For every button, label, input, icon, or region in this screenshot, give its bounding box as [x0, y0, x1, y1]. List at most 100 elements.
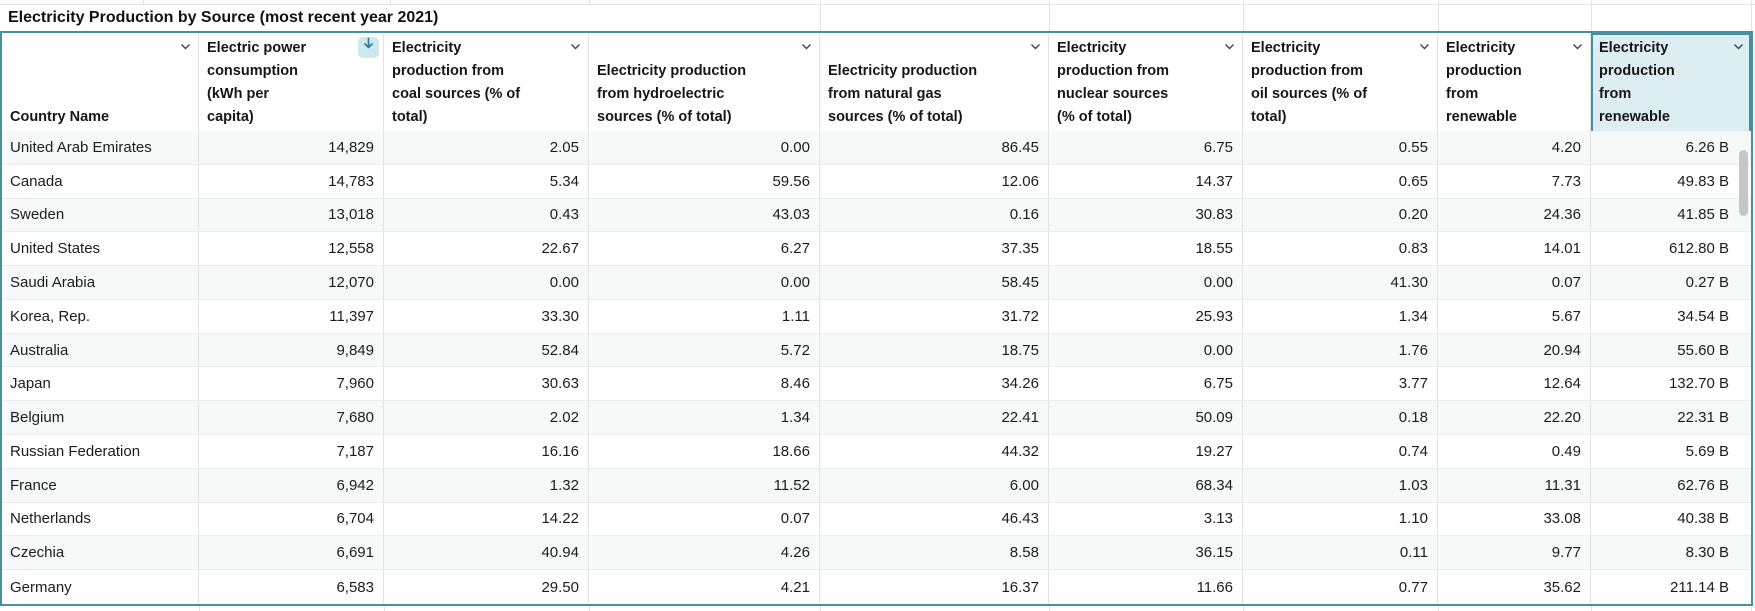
column-header-2[interactable]: Electric power consumption (kWh per capi… [199, 33, 384, 134]
chevron-down-icon[interactable] [1417, 39, 1431, 53]
table-cell[interactable]: 43.03 [589, 198, 820, 232]
table-cell[interactable]: 0.77 [1243, 570, 1438, 604]
table-cell[interactable]: 86.45 [820, 131, 1049, 164]
chevron-down-icon[interactable] [1028, 39, 1042, 53]
table-cell[interactable]: 52.84 [384, 333, 589, 367]
table-cell[interactable]: 36.15 [1049, 536, 1243, 570]
table-cell[interactable]: 0.55 [1243, 131, 1438, 164]
table-cell[interactable]: 33.08 [1438, 502, 1591, 536]
vertical-scrollbar-thumb[interactable] [1739, 150, 1748, 216]
table-cell[interactable]: 18.75 [820, 333, 1049, 367]
table-cell[interactable]: 22.41 [820, 401, 1049, 435]
table-cell[interactable]: 0.18 [1243, 401, 1438, 435]
table-cell[interactable]: 7,960 [199, 367, 384, 401]
table-cell[interactable]: 4.21 [589, 570, 820, 604]
table-cell[interactable]: 11.52 [589, 468, 820, 502]
table-cell[interactable]: 0.07 [1438, 266, 1591, 299]
country-name-cell[interactable]: Belgium [2, 401, 199, 435]
table-cell[interactable]: 0.11 [1243, 536, 1438, 570]
table-cell[interactable]: 5.69 B [1685, 442, 1729, 460]
table-cell[interactable]: 49.83 B [1677, 172, 1729, 190]
table-cell[interactable]: 2.05 [384, 131, 589, 164]
country-name-cell[interactable]: United States [2, 232, 199, 266]
table-cell[interactable]: 18.55 [1049, 232, 1243, 266]
sort-descending-badge[interactable] [358, 37, 379, 58]
table-cell[interactable]: 24.36 [1438, 198, 1591, 232]
table-cell[interactable]: 0.65 [1243, 164, 1438, 198]
table-cell[interactable]: 14.01 [1438, 232, 1591, 266]
table-cell[interactable]: 37.35 [820, 232, 1049, 266]
table-cell[interactable]: 0.74 [1243, 435, 1438, 468]
table-cell[interactable]: 6.26 B [1685, 138, 1729, 156]
table-cell[interactable]: 5.34 [384, 164, 589, 198]
table-cell[interactable]: 50.09 [1049, 401, 1243, 435]
table-cell[interactable]: 25.93 [1049, 299, 1243, 333]
chevron-down-icon[interactable] [178, 39, 192, 53]
table-cell[interactable]: 5.72 [589, 333, 820, 367]
table-cell[interactable]: 12,070 [199, 266, 384, 299]
chevron-down-icon[interactable] [799, 39, 813, 53]
table-cell[interactable]: 16.16 [384, 435, 589, 468]
table-cell[interactable]: 20.94 [1438, 333, 1591, 367]
table-cell[interactable]: 13,018 [199, 198, 384, 232]
table-cell[interactable]: 0.07 [589, 502, 820, 536]
country-name-cell[interactable]: Sweden [2, 198, 199, 232]
country-name-cell[interactable]: Canada [2, 164, 199, 198]
table-cell[interactable]: 0.00 [589, 131, 820, 164]
table-cell[interactable]: 3.77 [1243, 367, 1438, 401]
table-cell[interactable]: 9,849 [199, 333, 384, 367]
table-cell[interactable]: 6.27 [589, 232, 820, 266]
country-name-cell[interactable]: Japan [2, 367, 199, 401]
table-cell[interactable]: 0.83 [1243, 232, 1438, 266]
column-header-3[interactable]: Electricity production from coal sources… [384, 33, 589, 134]
table-cell[interactable]: 40.94 [384, 536, 589, 570]
table-cell[interactable]: 6,583 [199, 570, 384, 604]
table-cell[interactable]: 11,397 [199, 299, 384, 333]
table-cell[interactable]: 41.30 [1243, 266, 1438, 299]
table-cell[interactable]: 22.20 [1438, 401, 1591, 435]
table-cell[interactable]: 12.06 [820, 164, 1049, 198]
table-cell[interactable]: 0.00 [1049, 266, 1243, 299]
table-cell[interactable]: 6.00 [820, 468, 1049, 502]
table-cell[interactable]: 19.27 [1049, 435, 1243, 468]
table-cell[interactable]: 1.03 [1243, 468, 1438, 502]
table-cell[interactable]: 40.38 B [1677, 510, 1729, 528]
table-cell[interactable]: 612.80 B [1668, 240, 1729, 258]
table-cell[interactable]: 6,691 [199, 536, 384, 570]
table-cell[interactable]: 34.26 [820, 367, 1049, 401]
table-cell[interactable]: 55.60 B [1677, 341, 1729, 359]
table-cell[interactable]: 3.13 [1049, 502, 1243, 536]
table-cell[interactable]: 0.00 [1049, 333, 1243, 367]
table-cell[interactable]: 33.30 [384, 299, 589, 333]
table-cell[interactable]: 5.67 [1438, 299, 1591, 333]
table-cell[interactable]: 14,783 [199, 164, 384, 198]
table-cell[interactable]: 68.34 [1049, 468, 1243, 502]
table-cell[interactable]: 0.20 [1243, 198, 1438, 232]
table-cell[interactable]: 1.76 [1243, 333, 1438, 367]
table-cell[interactable]: 6,704 [199, 502, 384, 536]
table-cell[interactable]: 14.22 [384, 502, 589, 536]
country-name-cell[interactable]: Germany [2, 570, 199, 604]
table-cell[interactable]: 22.31 B [1677, 409, 1729, 427]
table-cell[interactable]: 18.66 [589, 435, 820, 468]
table-cell[interactable]: 2.02 [384, 401, 589, 435]
table-cell[interactable]: 0.43 [384, 198, 589, 232]
chevron-down-icon[interactable] [1222, 39, 1236, 53]
table-cell[interactable]: 211.14 B [1670, 578, 1729, 596]
chevron-down-icon[interactable] [1731, 39, 1745, 53]
table-cell[interactable]: 29.50 [384, 570, 589, 604]
table-cell[interactable]: 1.32 [384, 468, 589, 502]
table-cell[interactable]: 22.67 [384, 232, 589, 266]
column-header-6[interactable]: Electricity production from nuclear sour… [1049, 33, 1243, 134]
column-header-5[interactable]: Electricity production from natural gas … [820, 33, 1049, 134]
chevron-down-icon[interactable] [1570, 39, 1584, 53]
table-cell[interactable]: 59.56 [589, 164, 820, 198]
column-header-8[interactable]: Electricity production from renewable [1438, 33, 1591, 134]
table-cell[interactable]: 12,558 [199, 232, 384, 266]
table-cell[interactable]: 8.46 [589, 367, 820, 401]
table-cell[interactable]: 31.72 [820, 299, 1049, 333]
table-cell[interactable]: 132.70 B [1668, 375, 1729, 393]
table-cell[interactable]: 6.75 [1049, 131, 1243, 164]
country-name-cell[interactable]: Netherlands [2, 502, 199, 536]
table-cell[interactable]: 8.58 [820, 536, 1049, 570]
